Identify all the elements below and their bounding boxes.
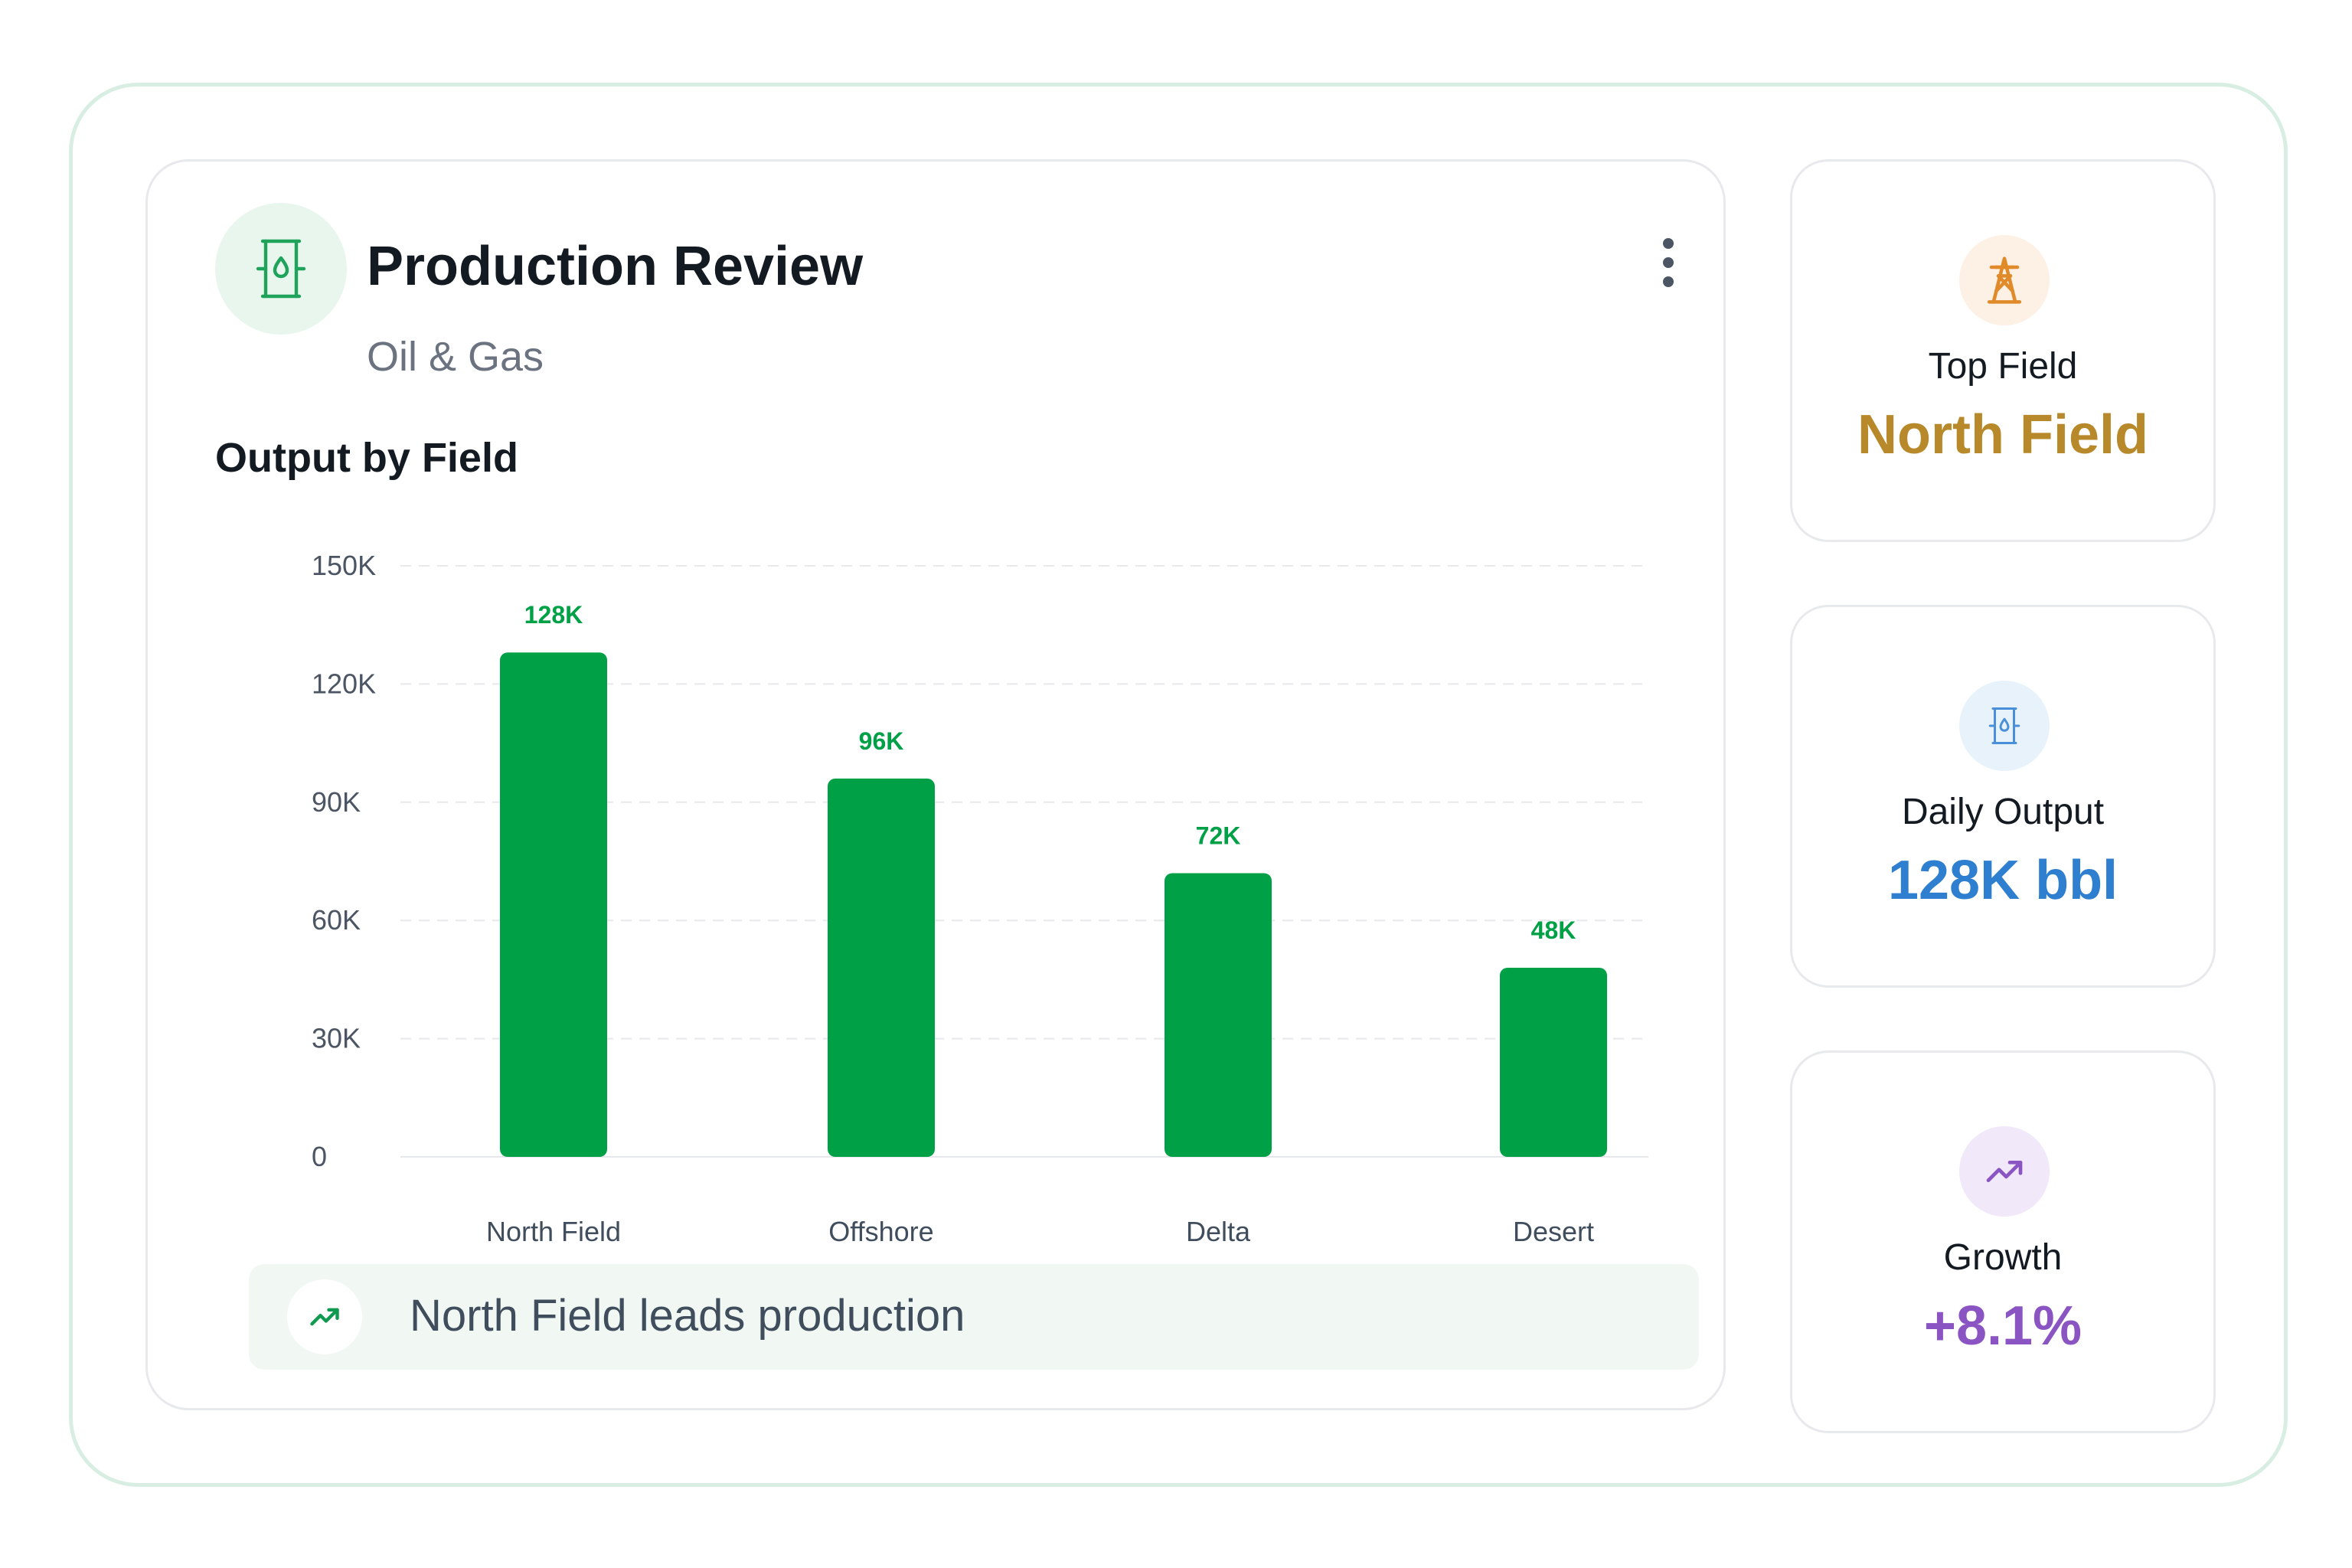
- x-tick-label: Desert: [1513, 1216, 1594, 1247]
- data-label: 72K: [1196, 822, 1241, 849]
- x-tick-label: Offshore: [828, 1216, 933, 1247]
- trend-up-icon: [1959, 1126, 2050, 1217]
- y-tick-label: 120K: [312, 668, 376, 699]
- bar: [828, 778, 935, 1157]
- bar: [500, 652, 607, 1157]
- stat-card-daily-output: Daily Output 128K bbl: [1790, 605, 2216, 988]
- insight-banner: North Field leads production: [249, 1264, 1699, 1370]
- more-dots-icon-dot: [1663, 257, 1674, 268]
- stat-label: Daily Output: [1901, 792, 2105, 832]
- stat-card-growth: Growth +8.1%: [1790, 1050, 2216, 1433]
- bar: [1165, 873, 1272, 1157]
- page-title: Production Review: [367, 236, 864, 297]
- oil-derrick-icon: [1959, 235, 2050, 325]
- more-dots-icon: [1663, 238, 1674, 249]
- stat-card-top-field: Top Field North Field: [1790, 159, 2216, 542]
- stat-value: +8.1%: [1923, 1295, 2082, 1357]
- data-label: 48K: [1531, 916, 1576, 944]
- bar: [1500, 967, 1607, 1157]
- data-label: 128K: [524, 601, 583, 629]
- y-tick-label: 60K: [312, 904, 361, 936]
- more-options-button[interactable]: [1645, 238, 1691, 287]
- insight-text: North Field leads production: [410, 1291, 965, 1341]
- output-bar-chart: 0 30K 60K 90K 120K 150K 128K North Field 96K Offs…: [312, 550, 1648, 1247]
- x-tick-label: Delta: [1186, 1216, 1251, 1247]
- y-tick-label: 90K: [312, 786, 361, 818]
- stat-label: Top Field: [1928, 346, 2078, 387]
- stat-value: 128K bbl: [1887, 850, 2118, 911]
- oil-barrel-icon: [1959, 681, 2050, 771]
- stat-value: North Field: [1857, 404, 2148, 466]
- more-dots-icon-dot: [1663, 276, 1674, 287]
- production-card: Production Review Oil & Gas Output by Fi…: [145, 159, 1726, 1410]
- oil-barrel-icon: [215, 203, 347, 335]
- chart-title: Output by Field: [215, 435, 518, 481]
- y-tick-label: 0: [312, 1141, 327, 1172]
- y-tick-label: 30K: [312, 1023, 361, 1054]
- trend-up-icon: [287, 1279, 362, 1354]
- x-tick-label: North Field: [486, 1216, 621, 1247]
- data-label: 96K: [859, 727, 904, 755]
- dashboard-frame: [69, 83, 2288, 1487]
- y-tick-label: 150K: [312, 550, 376, 581]
- page-subtitle: Oil & Gas: [367, 334, 544, 380]
- stat-label: Growth: [1943, 1237, 2063, 1278]
